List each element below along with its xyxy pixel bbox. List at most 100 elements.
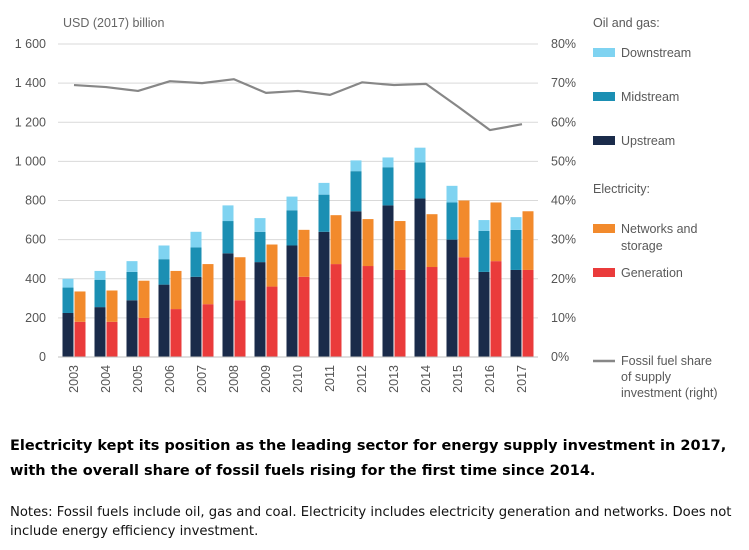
bar-upstream bbox=[94, 307, 106, 357]
bar-upstream bbox=[158, 284, 170, 357]
bar-networks-and-storage bbox=[202, 264, 214, 305]
y-axis-unit-label: USD (2017) billion bbox=[63, 16, 164, 30]
bar-upstream bbox=[510, 269, 522, 357]
bar-downstream bbox=[318, 182, 330, 195]
bar-downstream bbox=[414, 147, 426, 163]
bar-midstream bbox=[62, 287, 74, 313]
x-tick-label: 2014 bbox=[419, 365, 433, 393]
bar-upstream bbox=[62, 312, 74, 357]
gridlines bbox=[58, 43, 538, 319]
bar-midstream bbox=[478, 230, 490, 272]
bar-networks-and-storage bbox=[74, 291, 86, 322]
legend: Oil and gas: Downstream Midstream Upstream E… bbox=[593, 16, 718, 400]
bar-midstream bbox=[94, 279, 106, 308]
bar-upstream bbox=[382, 205, 394, 357]
bar-upstream bbox=[318, 231, 330, 357]
legend-swatch bbox=[593, 268, 615, 277]
y2-tick-label: 80% bbox=[551, 37, 576, 51]
bar-series bbox=[62, 147, 534, 358]
legend-label: Downstream bbox=[621, 46, 691, 60]
bar-midstream bbox=[318, 194, 330, 232]
bar-generation bbox=[426, 267, 438, 357]
y-tick-label: 0 bbox=[39, 350, 46, 364]
legend-swatch bbox=[593, 48, 615, 57]
bar-midstream bbox=[254, 231, 266, 263]
bar-downstream bbox=[254, 218, 266, 232]
bar-downstream bbox=[158, 245, 170, 260]
legend-label: Fossil fuel share of supply investment (ri… bbox=[621, 354, 718, 400]
x-tick-label: 2008 bbox=[227, 365, 241, 393]
y2-tick-label: 50% bbox=[551, 154, 576, 168]
bar-midstream bbox=[414, 162, 426, 199]
bar-downstream bbox=[446, 185, 458, 203]
bar-generation bbox=[202, 304, 214, 357]
bar-networks-and-storage bbox=[394, 221, 406, 270]
x-tick-label: 2012 bbox=[355, 365, 369, 393]
legend-label: Midstream bbox=[621, 90, 679, 104]
y2-tick-label: 60% bbox=[551, 115, 576, 129]
bar-generation bbox=[106, 321, 118, 357]
bar-upstream bbox=[414, 198, 426, 357]
bar-upstream bbox=[478, 271, 490, 357]
x-tick-label: 2005 bbox=[131, 365, 145, 393]
y-tick-label: 1 200 bbox=[15, 115, 46, 129]
investment-chart: USD (2017) billion 0 200 400 600 800 1 000 1 2… bbox=[15, 16, 718, 400]
x-tick-label: 2009 bbox=[259, 365, 273, 393]
bar-generation bbox=[490, 261, 502, 357]
bar-upstream bbox=[126, 300, 138, 357]
bar-midstream bbox=[126, 271, 138, 301]
bar-midstream bbox=[446, 202, 458, 240]
bar-networks-and-storage bbox=[170, 270, 182, 310]
bar-downstream bbox=[510, 217, 522, 230]
right-axis-ticks: 0% 10% 20% 30% 40% 50% 60% 70% 80% bbox=[551, 37, 576, 364]
x-tick-label: 2003 bbox=[67, 365, 81, 393]
x-tick-label: 2017 bbox=[515, 365, 529, 393]
x-tick-label: 2015 bbox=[451, 365, 465, 393]
bar-upstream bbox=[350, 211, 362, 357]
bar-downstream bbox=[62, 278, 74, 288]
bar-group-oil-and-gas bbox=[62, 147, 522, 358]
bar-networks-and-storage bbox=[458, 200, 470, 258]
bar-generation bbox=[330, 264, 342, 357]
bar-group-electricity bbox=[74, 200, 534, 358]
bar-midstream bbox=[286, 210, 298, 246]
bar-downstream bbox=[94, 270, 106, 280]
x-tick-label: 2006 bbox=[163, 365, 177, 393]
bar-generation bbox=[362, 266, 374, 357]
y2-tick-label: 40% bbox=[551, 194, 576, 208]
legend-heading-oil-gas: Oil and gas: bbox=[593, 16, 660, 30]
y-tick-label: 600 bbox=[25, 233, 46, 247]
y2-tick-label: 20% bbox=[551, 272, 576, 286]
x-tick-label: 2007 bbox=[195, 365, 209, 393]
bar-midstream bbox=[382, 167, 394, 206]
bar-networks-and-storage bbox=[362, 219, 374, 267]
figure-caption: Electricity kept its position as the lea… bbox=[10, 438, 727, 479]
x-tick-label: 2011 bbox=[323, 365, 337, 392]
bar-midstream bbox=[190, 247, 202, 277]
bar-downstream bbox=[222, 205, 234, 222]
legend-label: Upstream bbox=[621, 134, 675, 148]
bar-downstream bbox=[126, 261, 138, 272]
bar-upstream bbox=[190, 276, 202, 357]
bar-generation bbox=[298, 276, 310, 357]
bar-midstream bbox=[158, 259, 170, 285]
legend-swatch bbox=[593, 92, 615, 101]
y-tick-label: 1 000 bbox=[15, 154, 46, 168]
bar-downstream bbox=[350, 160, 362, 172]
bar-midstream bbox=[350, 171, 362, 212]
bar-networks-and-storage bbox=[298, 229, 310, 277]
bar-downstream bbox=[190, 231, 202, 248]
bar-networks-and-storage bbox=[330, 215, 342, 265]
bar-networks-and-storage bbox=[106, 290, 118, 322]
fossil-share-polyline bbox=[73, 78, 523, 132]
bar-generation bbox=[394, 269, 406, 357]
bar-generation bbox=[266, 286, 278, 357]
bar-generation bbox=[74, 321, 86, 357]
bar-networks-and-storage bbox=[234, 257, 246, 301]
bar-networks-and-storage bbox=[522, 211, 534, 270]
x-tick-label: 2016 bbox=[483, 365, 497, 393]
bar-upstream bbox=[222, 253, 234, 357]
y2-tick-label: 10% bbox=[551, 311, 576, 325]
y-tick-label: 800 bbox=[25, 194, 46, 208]
bar-generation bbox=[138, 317, 150, 358]
